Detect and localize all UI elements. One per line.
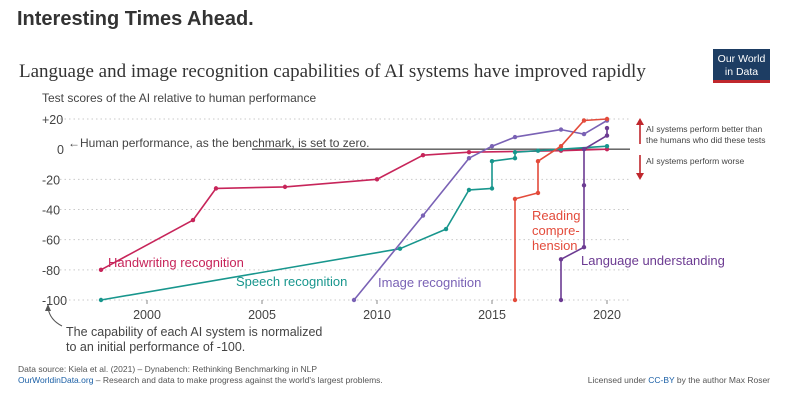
data-point	[443, 226, 449, 232]
data-point	[489, 186, 495, 191]
data-point	[581, 118, 587, 123]
normalized-note-line-2: to an initial performance of -100.	[66, 340, 245, 354]
data-point	[397, 246, 403, 251]
y-tick-label: 0	[57, 143, 64, 157]
data-point	[604, 143, 610, 149]
slide-heading: Interesting Times Ahead.	[17, 8, 254, 30]
data-point	[581, 131, 587, 137]
data-point	[420, 213, 426, 218]
data-point	[558, 297, 564, 303]
footer-line: OurWorldinData.org – Research and data t…	[18, 375, 383, 385]
better-annotation-line-1: AI systems perform better than	[646, 124, 762, 134]
data-point	[558, 127, 564, 132]
data-point	[190, 217, 196, 223]
data-point	[535, 148, 541, 153]
logo-line-2: in Data	[725, 66, 758, 78]
benchmark-annotation: ←Human performance, as the benchmark, is…	[68, 136, 369, 150]
y-tick-label: -60	[42, 234, 60, 248]
y-tick-label: -40	[42, 204, 60, 218]
data-point	[351, 297, 357, 303]
y-tick-label: -80	[42, 264, 60, 278]
data-point	[466, 187, 472, 193]
series-label: Handwriting recognition	[108, 255, 244, 270]
data-point	[282, 184, 288, 190]
license-suffix: by the author Max Roser	[675, 375, 771, 385]
data-point	[512, 297, 518, 303]
series-label: Image recognition	[378, 275, 481, 290]
license-prefix: Licensed under	[588, 375, 649, 385]
data-point	[558, 146, 564, 152]
series-line	[353, 119, 608, 301]
better-arrow-icon	[636, 118, 644, 144]
series-label: hension	[532, 238, 578, 253]
grid	[60, 118, 630, 301]
footer-tagline: – Research and data to make progress aga…	[93, 375, 382, 385]
data-point	[604, 116, 610, 122]
data-point	[558, 143, 564, 149]
data-point	[604, 125, 610, 131]
x-tick-label: 2010	[363, 308, 391, 322]
logo-background	[713, 49, 770, 83]
data-point	[512, 134, 518, 140]
series-label: compre-	[532, 223, 580, 238]
normalized-arrow-icon	[45, 304, 63, 327]
footer-site-link[interactable]: OurWorldinData.org	[18, 375, 94, 385]
data-point	[512, 196, 518, 202]
data-point	[581, 146, 587, 152]
series-label: Reading	[532, 208, 580, 223]
data-point	[535, 190, 541, 196]
y-tick-label: -20	[42, 173, 60, 187]
license-link[interactable]: CC-BY	[648, 375, 675, 385]
x-tick-label: 2000	[133, 308, 161, 322]
data-point	[489, 159, 495, 164]
series-label: Speech recognition	[236, 274, 347, 289]
data-point	[512, 149, 518, 155]
data-point	[581, 183, 587, 188]
x-tick-label: 2015	[478, 308, 506, 322]
y-tick-label: +20	[42, 113, 63, 127]
owid-logo[interactable]: Our World in Data	[713, 49, 770, 83]
footer-license: Licensed under CC-BY by the author Max R…	[588, 375, 770, 385]
data-point	[581, 245, 587, 250]
better-annotation-line-2: the humans who did these tests	[646, 135, 766, 145]
data-point	[604, 133, 610, 138]
y-axis-label: Test scores of the AI relative to human …	[42, 91, 316, 105]
normalized-note-line-1: The capability of each AI system is norm…	[66, 325, 322, 339]
series-lines	[98, 116, 610, 303]
x-tick-label: 2005	[248, 308, 276, 322]
data-point	[420, 153, 426, 158]
data-point	[512, 156, 518, 161]
data-point	[213, 186, 219, 191]
data-point	[558, 257, 564, 262]
x-tick-label: 2020	[593, 308, 621, 322]
data-point	[466, 156, 472, 161]
y-tick-label: -100	[42, 294, 67, 308]
data-point	[98, 297, 104, 303]
data-point	[98, 267, 104, 273]
series-labels: Handwriting recognition Speech recognitio…	[108, 208, 725, 290]
worse-arrow-icon	[636, 155, 644, 180]
data-point	[374, 177, 380, 182]
footer-source: Data source: Kiela et al. (2021) – Dynab…	[18, 364, 317, 374]
logo-line-1: Our World	[718, 53, 766, 65]
chart-title: Language and image recognition capabilit…	[19, 61, 646, 82]
logo-accent-bar	[713, 80, 770, 83]
worse-annotation: AI systems perform worse	[646, 156, 745, 166]
data-point	[604, 146, 610, 152]
series-label: Language understanding	[581, 253, 725, 268]
data-point	[466, 149, 472, 155]
data-point	[535, 159, 541, 164]
data-point	[489, 143, 495, 149]
